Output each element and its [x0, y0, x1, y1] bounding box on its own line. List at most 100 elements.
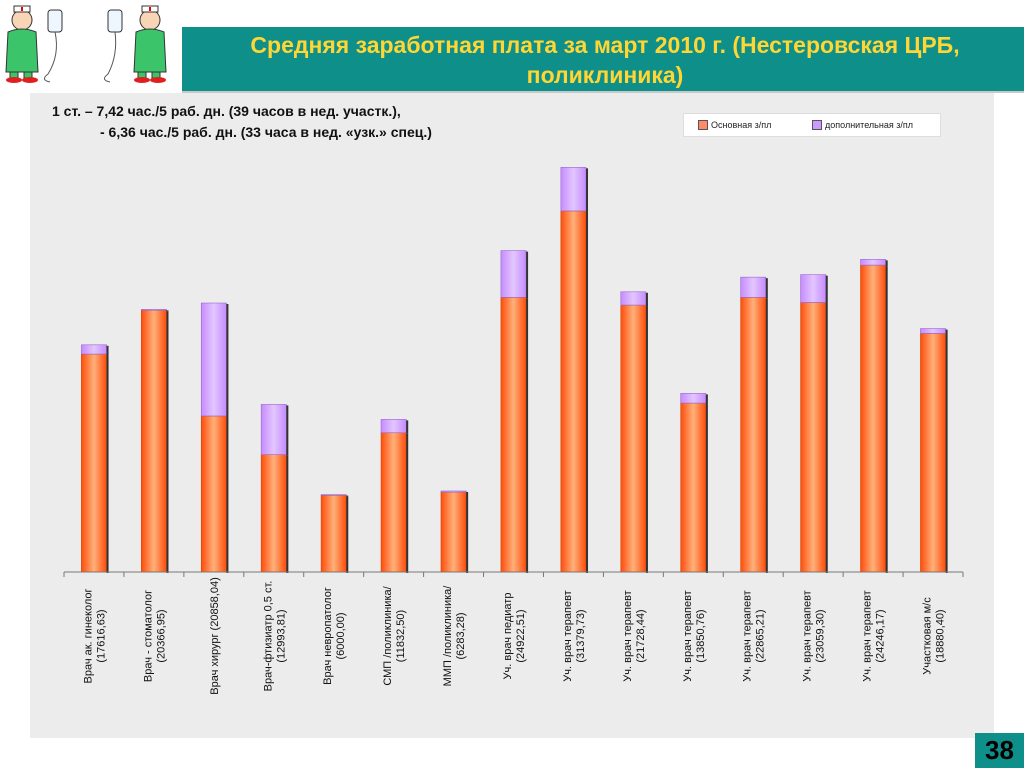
bar-shadow-0-14: [945, 334, 948, 573]
title-banner: [182, 27, 1024, 91]
legend-label-base: Основная з/пл: [711, 120, 772, 130]
bar-shadow-1-2: [226, 304, 229, 417]
banner-divider: [182, 91, 1024, 93]
x-tick-label-line: Врач хирург (20858,04): [209, 577, 221, 695]
x-tick-label-6: ММП /поликлиника/(6283,28): [442, 585, 467, 687]
bar-shadow-1-7: [526, 251, 529, 299]
bar-shadow-1-4: [346, 495, 349, 497]
x-tick-label-5: СМП /поликлиника/(11832,50): [382, 585, 407, 685]
bar-shadow-0-2: [226, 416, 229, 573]
page-number: 38: [975, 733, 1024, 768]
legend-label-extra: дополнительная з/пл: [825, 120, 913, 130]
bar-base-3: [260, 454, 287, 573]
bar-shadow-0-11: [765, 298, 768, 573]
bar-extra-1: [141, 309, 167, 311]
x-tick-label-line: (6283,28): [455, 612, 467, 659]
bar-shadow-1-5: [406, 420, 409, 434]
bar-shadow-0-9: [645, 306, 648, 573]
note-line-2: - 6,36 час./5 раб. дн. (33 часа в нед. «…: [100, 124, 432, 140]
bar-extra-11: [740, 276, 767, 298]
bar-base-9: [620, 304, 647, 573]
x-tick-label-3: Врач-фтизиатр 0,5 ст.(12993,81): [262, 581, 287, 692]
bar-shadow-0-5: [406, 433, 409, 573]
bar-extra-6: [440, 490, 467, 493]
bar-extra-7: [500, 250, 527, 298]
x-tick-label-12: Уч. врач терапевт(23059,30): [802, 590, 827, 681]
bar-shadow-0-0: [106, 355, 109, 573]
legend-swatch-extra: [812, 120, 822, 130]
page-title: Средняя заработная плата за март 2010 г.…: [250, 32, 960, 88]
x-tick-label-0: Врач ак. гинеколог(17616,63): [82, 589, 107, 684]
x-tick-label-line: (12993,81): [275, 609, 287, 662]
x-tick-label-7: Уч. врач педиатр(24922,51): [502, 593, 527, 680]
chart-legend: Основная з/пл дополнительная з/пл: [683, 113, 941, 137]
x-tick-label-line: Уч. врач терапевт: [622, 590, 634, 681]
bar-shadow-0-1: [166, 311, 169, 573]
x-tick-label-line: (20366,95): [155, 609, 167, 662]
bar-base-5: [380, 432, 407, 573]
bar-base-12: [800, 302, 827, 573]
x-tick-label-line: (13850,76): [695, 609, 707, 662]
x-tick-label-line: Врач - стоматолог: [142, 590, 154, 682]
bar-shadow-1-14: [945, 329, 948, 335]
x-tick-label-line: (17616,63): [95, 609, 107, 662]
bar-shadow-0-12: [825, 303, 828, 573]
bar-shadow-1-11: [765, 278, 768, 299]
bar-shadow-1-10: [705, 394, 708, 405]
bar-shadow-1-3: [286, 405, 289, 456]
bar-shadow-0-10: [705, 404, 708, 573]
bar-base-11: [740, 297, 767, 573]
x-tick-label-line: (24246,17): [875, 609, 887, 662]
bar-shadow-0-8: [586, 211, 589, 574]
bar-shadow-1-1: [166, 310, 169, 312]
x-tick-label-9: Уч. врач терапевт(21728,44): [622, 590, 647, 681]
bar-base-10: [680, 402, 707, 573]
x-tick-label-4: Врач невропатолог(6000,00): [322, 587, 347, 685]
bar-base-6: [440, 491, 467, 573]
x-tick-label-13: Уч. врач терапевт(24246,17): [862, 590, 887, 681]
bar-extra-2: [200, 302, 227, 417]
x-tick-label-line: (24922,51): [515, 609, 527, 662]
x-tick-label-1: Врач - стоматолог(20366,95): [142, 590, 167, 682]
x-tick-label-line: Врач невропатолог: [322, 587, 334, 685]
nurse-illustration: [0, 0, 182, 92]
bar-shadow-1-0: [106, 345, 109, 356]
nurse-figure-icon: [5, 5, 63, 83]
bar-base-2: [200, 415, 227, 573]
bar-shadow-1-6: [466, 491, 469, 494]
x-tick-label-line: Уч. врач терапевт: [742, 590, 754, 681]
bar-base-8: [560, 210, 587, 573]
x-tick-label-line: (11832,50): [395, 610, 407, 662]
x-tick-label-line: (22865,21): [755, 609, 767, 662]
legend-swatch-base: [698, 120, 708, 130]
bar-shadow-1-9: [645, 292, 648, 307]
bar-base-14: [920, 333, 946, 573]
bar-base-4: [320, 494, 347, 573]
bar-shadow-0-6: [466, 493, 469, 573]
bar-extra-14: [920, 328, 946, 334]
bar-shadow-0-4: [346, 496, 349, 573]
x-tick-label-line: Уч. врач терапевт: [682, 590, 694, 681]
x-tick-label-line: (18880,40): [935, 609, 947, 662]
note-line-1: 1 ст. – 7,42 час./5 раб. дн. (39 часов в…: [52, 103, 401, 119]
bar-extra-4: [320, 494, 347, 496]
bar-base-13: [860, 264, 886, 573]
bar-shadow-0-7: [526, 298, 529, 573]
legend-item-base: Основная з/пл: [698, 120, 771, 130]
x-tick-label-line: Врач ак. гинеколог: [82, 589, 94, 684]
bar-extra-8: [560, 167, 587, 212]
x-tick-label-11: Уч. врач терапевт(22865,21): [742, 590, 767, 681]
bar-extra-13: [860, 259, 886, 266]
bar-extra-12: [800, 274, 827, 303]
bar-extra-9: [620, 291, 647, 306]
x-tick-label-line: (23059,30): [815, 609, 827, 662]
bar-extra-5: [380, 419, 407, 434]
bar-shadow-1-8: [586, 168, 589, 212]
x-tick-label-14: Участковая м/с(18880,40): [922, 597, 947, 675]
bar-extra-0: [81, 344, 107, 355]
bar-base-1: [141, 309, 167, 573]
bar-shadow-0-3: [286, 455, 289, 573]
x-tick-label-line: (21728,44): [635, 609, 647, 662]
nurse-figure-icon: [104, 5, 167, 83]
